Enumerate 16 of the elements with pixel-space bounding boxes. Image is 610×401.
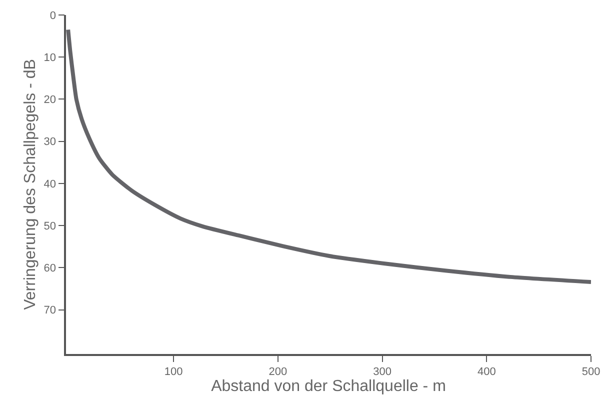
line-series [66, 28, 591, 284]
x-tick-label: 400 [477, 366, 496, 378]
y-tick-label: 60 [44, 262, 56, 275]
y-tick-label: 70 [44, 304, 56, 317]
y-tick-label: 20 [44, 94, 56, 106]
x-tick-label: 300 [373, 366, 392, 378]
y-tick-label: 30 [44, 136, 56, 148]
x-tick-label: 500 [582, 366, 600, 378]
x-tick-label: 100 [164, 366, 183, 378]
x-tick-label: 200 [268, 366, 288, 378]
y-tick-label: 40 [44, 178, 56, 190]
y-axis-title: Verringerung des Schallpegels - dB [22, 59, 40, 310]
x-axis-title: Abstand von der Schallquelle - m [211, 378, 446, 395]
y-tick-label: 10 [44, 52, 56, 64]
y-tick-label: 50 [44, 220, 56, 232]
y-tick-label: 0 [50, 10, 56, 22]
